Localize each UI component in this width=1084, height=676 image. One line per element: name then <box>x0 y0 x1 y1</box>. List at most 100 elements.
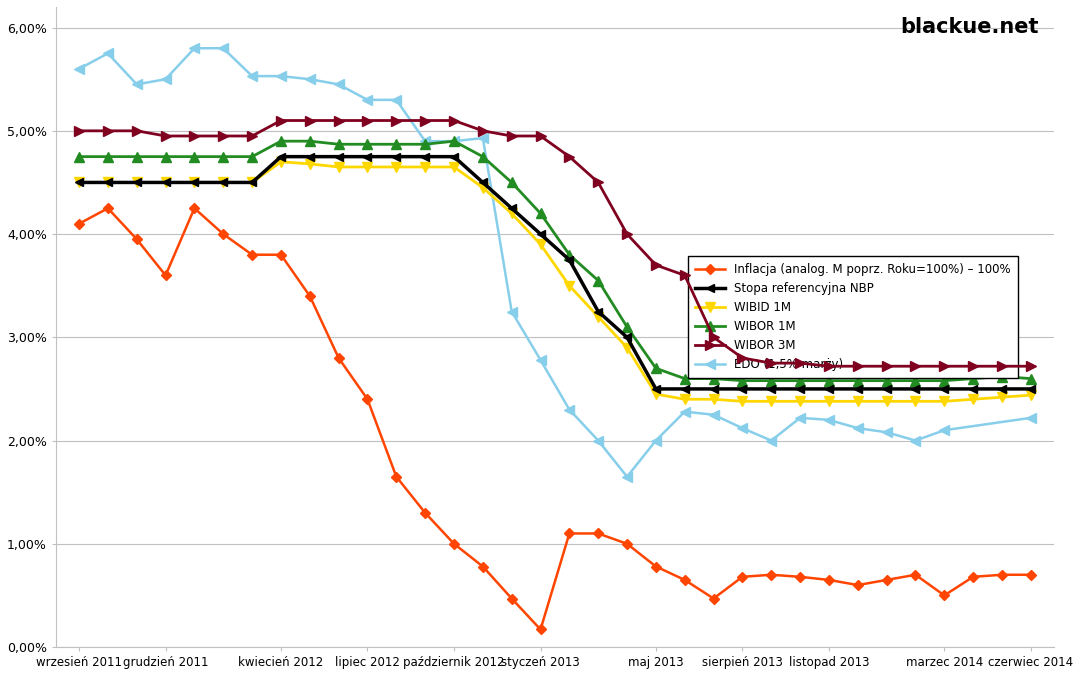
Inflacja (analog. M poprz. Roku=100%) – 100% <box>909 571 922 579</box>
EDO (1,5% marży) <box>332 80 345 89</box>
Stopa referencyjna NBP <box>1024 385 1037 393</box>
Stopa referencyjna NBP <box>246 178 259 187</box>
Stopa referencyjna NBP <box>938 385 951 393</box>
WIBID 1M <box>736 397 749 406</box>
EDO (1,5% marży) <box>361 96 374 104</box>
WIBID 1M <box>390 163 403 171</box>
WIBOR 3M <box>764 359 777 367</box>
WIBID 1M <box>448 163 461 171</box>
WIBOR 3M <box>909 362 922 370</box>
WIBID 1M <box>649 390 662 398</box>
Inflacja (analog. M poprz. Roku=100%) – 100% <box>418 509 431 517</box>
WIBOR 1M <box>304 137 317 145</box>
Line: WIBOR 3M: WIBOR 3M <box>74 116 1035 371</box>
WIBOR 1M <box>505 178 518 187</box>
WIBID 1M <box>304 160 317 168</box>
WIBOR 1M <box>332 140 345 148</box>
WIBOR 1M <box>967 375 980 383</box>
WIBID 1M <box>534 241 547 249</box>
WIBOR 3M <box>938 362 951 370</box>
Inflacja (analog. M poprz. Roku=100%) – 100% <box>1024 571 1037 579</box>
WIBOR 3M <box>880 362 893 370</box>
EDO (1,5% marży) <box>102 49 115 57</box>
WIBOR 1M <box>880 377 893 385</box>
EDO (1,5% marży) <box>764 437 777 445</box>
WIBOR 1M <box>938 377 951 385</box>
Line: Stopa referencyjna NBP: Stopa referencyjna NBP <box>75 153 1035 393</box>
Text: blackue.net: blackue.net <box>901 16 1038 37</box>
WIBID 1M <box>274 158 287 166</box>
WIBOR 3M <box>967 362 980 370</box>
Inflacja (analog. M poprz. Roku=100%) – 100% <box>448 539 461 548</box>
WIBID 1M <box>563 282 576 290</box>
Stopa referencyjna NBP <box>649 385 662 393</box>
WIBOR 3M <box>304 116 317 124</box>
Stopa referencyjna NBP <box>217 178 230 187</box>
WIBOR 3M <box>592 178 605 187</box>
Inflacja (analog. M poprz. Roku=100%) – 100% <box>736 573 749 581</box>
Inflacja (analog. M poprz. Roku=100%) – 100% <box>592 529 605 537</box>
WIBOR 1M <box>1024 375 1037 383</box>
Stopa referencyjna NBP <box>476 178 489 187</box>
WIBOR 1M <box>73 153 86 161</box>
Stopa referencyjna NBP <box>304 153 317 161</box>
EDO (1,5% marży) <box>246 72 259 80</box>
Inflacja (analog. M poprz. Roku=100%) – 100% <box>102 204 115 212</box>
WIBOR 1M <box>764 377 777 385</box>
Stopa referencyjna NBP <box>880 385 893 393</box>
Stopa referencyjna NBP <box>274 153 287 161</box>
Inflacja (analog. M poprz. Roku=100%) – 100% <box>649 562 662 571</box>
WIBOR 3M <box>620 230 633 238</box>
WIBOR 3M <box>649 261 662 269</box>
WIBOR 3M <box>1024 362 1037 370</box>
Inflacja (analog. M poprz. Roku=100%) – 100% <box>505 594 518 602</box>
EDO (1,5% marży) <box>938 426 951 434</box>
Stopa referencyjna NBP <box>73 178 86 187</box>
EDO (1,5% marży) <box>274 72 287 80</box>
WIBOR 1M <box>448 137 461 145</box>
EDO (1,5% marży) <box>534 356 547 364</box>
WIBID 1M <box>938 397 951 406</box>
EDO (1,5% marży) <box>909 437 922 445</box>
Inflacja (analog. M poprz. Roku=100%) – 100% <box>188 204 201 212</box>
EDO (1,5% marży) <box>563 406 576 414</box>
WIBOR 1M <box>707 375 720 383</box>
WIBOR 3M <box>679 271 692 279</box>
WIBOR 3M <box>534 132 547 140</box>
WIBOR 1M <box>188 153 201 161</box>
Stopa referencyjna NBP <box>159 178 172 187</box>
WIBOR 3M <box>246 132 259 140</box>
WIBOR 3M <box>217 132 230 140</box>
WIBOR 1M <box>274 137 287 145</box>
WIBOR 3M <box>707 333 720 341</box>
WIBOR 3M <box>476 127 489 135</box>
Line: WIBOR 1M: WIBOR 1M <box>74 137 1035 385</box>
Stopa referencyjna NBP <box>793 385 806 393</box>
EDO (1,5% marży) <box>159 75 172 83</box>
EDO (1,5% marży) <box>476 134 489 142</box>
Inflacja (analog. M poprz. Roku=100%) – 100% <box>823 576 836 584</box>
WIBID 1M <box>793 397 806 406</box>
Stopa referencyjna NBP <box>851 385 864 393</box>
WIBOR 3M <box>361 116 374 124</box>
WIBOR 3M <box>736 354 749 362</box>
WIBOR 3M <box>130 127 143 135</box>
Inflacja (analog. M poprz. Roku=100%) – 100% <box>130 235 143 243</box>
WIBOR 3M <box>418 116 431 124</box>
Stopa referencyjna NBP <box>764 385 777 393</box>
WIBID 1M <box>102 178 115 187</box>
WIBOR 3M <box>793 359 806 367</box>
WIBID 1M <box>880 397 893 406</box>
WIBOR 3M <box>102 127 115 135</box>
EDO (1,5% marży) <box>217 44 230 52</box>
Inflacja (analog. M poprz. Roku=100%) – 100% <box>476 562 489 571</box>
WIBID 1M <box>707 395 720 404</box>
Line: EDO (1,5% marży): EDO (1,5% marży) <box>74 43 1035 481</box>
WIBOR 1M <box>418 140 431 148</box>
Legend: Inflacja (analog. M poprz. Roku=100%) – 100%, Stopa referencyjna NBP, WIBID 1M, : Inflacja (analog. M poprz. Roku=100%) – … <box>688 256 1018 378</box>
WIBOR 1M <box>246 153 259 161</box>
EDO (1,5% marży) <box>793 414 806 422</box>
Stopa referencyjna NBP <box>563 256 576 264</box>
EDO (1,5% marży) <box>592 437 605 445</box>
Inflacja (analog. M poprz. Roku=100%) – 100% <box>304 292 317 300</box>
